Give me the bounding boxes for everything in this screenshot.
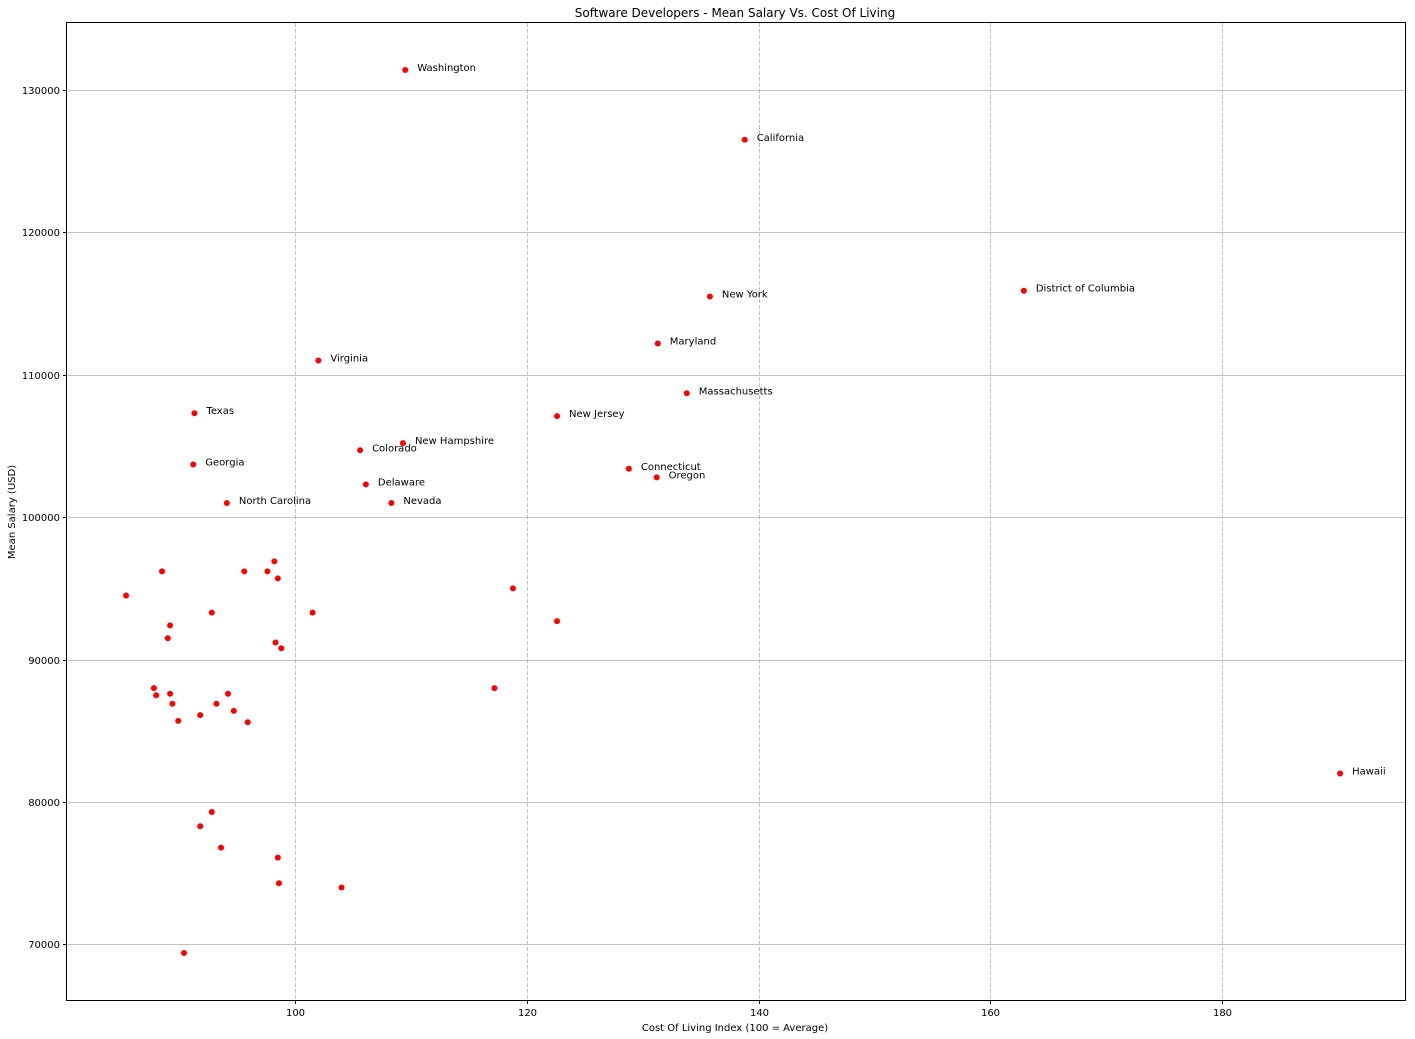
- point-label: Nevada: [403, 496, 441, 507]
- point-label: Massachusetts: [699, 386, 773, 397]
- data-point: [653, 474, 660, 481]
- data-points: [123, 66, 1344, 957]
- data-point: [278, 645, 285, 652]
- data-point: [271, 558, 278, 565]
- data-point: [399, 440, 406, 447]
- data-point: [197, 823, 204, 830]
- data-point: [153, 692, 160, 699]
- data-point: [1020, 287, 1027, 294]
- data-point: [357, 447, 364, 454]
- y-tick-label: 100000: [22, 513, 60, 524]
- x-axis-ticks: 100 120 140 160 180: [286, 1000, 1232, 1019]
- data-point: [1337, 770, 1344, 777]
- y-tick-label: 120000: [22, 228, 60, 239]
- data-point: [510, 585, 516, 592]
- data-point: [275, 880, 282, 887]
- data-point: [491, 685, 498, 692]
- x-axis-label: Cost Of Living Index (100 = Average): [642, 1023, 828, 1034]
- point-label: Virginia: [330, 354, 368, 365]
- data-point: [309, 609, 316, 616]
- data-point: [244, 719, 251, 726]
- data-point: [164, 635, 171, 642]
- data-point: [625, 465, 632, 472]
- data-point: [264, 568, 271, 575]
- data-point: [241, 568, 248, 575]
- data-point: [230, 707, 237, 714]
- data-point: [167, 622, 174, 629]
- grid-lines: [67, 23, 1405, 1000]
- x-tick-label: 180: [1213, 1008, 1232, 1019]
- point-label: New Hampshire: [415, 436, 494, 447]
- data-point: [150, 685, 157, 692]
- chart-title: Software Developers - Mean Salary Vs. Co…: [575, 6, 895, 20]
- data-point: [741, 136, 748, 143]
- data-point: [225, 690, 232, 697]
- y-tick-label: 80000: [28, 798, 60, 809]
- data-point: [197, 712, 204, 719]
- data-point: [554, 413, 561, 420]
- data-point: [208, 609, 215, 616]
- data-point: [362, 481, 369, 488]
- point-label: Maryland: [670, 336, 716, 347]
- data-point: [274, 575, 281, 582]
- y-tick-label: 70000: [28, 940, 60, 951]
- point-label: District of Columbia: [1036, 284, 1135, 295]
- data-point: [191, 410, 198, 417]
- data-point: [208, 809, 215, 816]
- data-point: [223, 499, 230, 506]
- data-point: [272, 639, 279, 646]
- point-label: Colorado: [372, 443, 417, 454]
- data-point: [388, 499, 395, 506]
- point-label: Washington: [417, 63, 476, 74]
- data-point: [706, 293, 713, 300]
- data-point: [683, 390, 690, 397]
- point-labels: Washington California District of Columbia…: [205, 63, 1385, 778]
- point-label: California: [757, 133, 805, 144]
- x-tick-label: 160: [981, 1008, 1000, 1019]
- data-point: [218, 844, 225, 851]
- x-tick-label: 140: [750, 1008, 769, 1019]
- data-point: [175, 717, 182, 724]
- y-axis-label: Mean Salary (USD): [7, 465, 18, 559]
- point-label: North Carolina: [239, 496, 311, 507]
- point-label: Delaware: [378, 477, 425, 488]
- data-point: [338, 884, 345, 891]
- point-label: Oregon: [669, 470, 706, 481]
- data-point: [654, 340, 661, 347]
- data-point: [402, 66, 409, 73]
- data-point: [315, 357, 322, 364]
- point-label: Georgia: [205, 458, 244, 469]
- y-tick-label: 130000: [22, 86, 60, 97]
- data-point: [181, 950, 188, 957]
- data-point: [123, 592, 130, 599]
- point-label: New Jersey: [569, 409, 625, 420]
- point-label: Hawaii: [1352, 767, 1386, 778]
- data-point: [167, 690, 174, 697]
- data-point: [169, 700, 176, 707]
- point-label: Connecticut: [641, 462, 701, 473]
- data-point: [158, 568, 165, 575]
- plot-area-frame: [66, 22, 1406, 1001]
- point-label: New York: [722, 289, 768, 300]
- x-tick-label: 120: [518, 1008, 537, 1019]
- y-tick-label: 90000: [28, 656, 60, 667]
- data-point: [190, 461, 197, 468]
- data-point: [274, 854, 281, 861]
- point-label: Texas: [205, 406, 234, 417]
- y-axis-ticks: 70000 80000 90000 100000 110000 120000 130000: [22, 86, 67, 951]
- x-tick-label: 100: [286, 1008, 305, 1019]
- y-tick-label: 110000: [22, 371, 60, 382]
- data-point: [554, 618, 561, 625]
- data-point: [213, 700, 220, 707]
